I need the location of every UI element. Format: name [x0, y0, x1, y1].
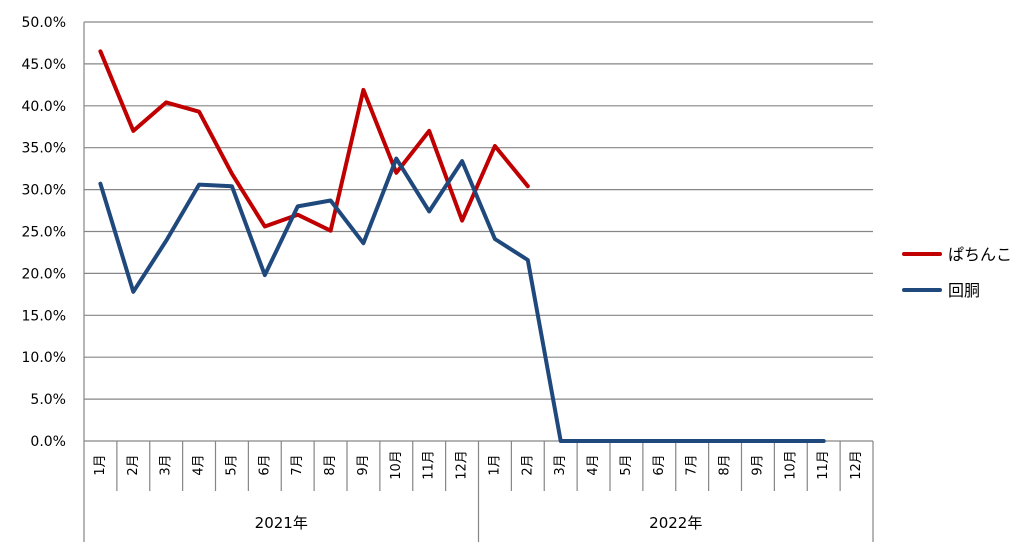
x-tick-label: 2月 — [126, 454, 141, 475]
y-tick-label: 15.0% — [22, 308, 66, 324]
x-tick-label: 3月 — [159, 454, 174, 475]
series-line — [98, 49, 530, 233]
x-tick-label: 12月 — [849, 450, 864, 480]
x-tick-label: 11月 — [422, 450, 437, 480]
x-tick-label: 7月 — [685, 454, 700, 475]
x-tick-label: 7月 — [290, 454, 305, 475]
y-tick-label: 45.0% — [22, 57, 66, 73]
x-tick-label: 6月 — [652, 454, 667, 475]
x-tick-label: 3月 — [553, 454, 568, 475]
x-tick-label: 8月 — [718, 454, 733, 475]
grid — [84, 21, 873, 442]
x-tick-label: 4月 — [192, 454, 207, 475]
x-tick-label: 4月 — [586, 454, 601, 475]
y-tick-label: 35.0% — [22, 141, 66, 157]
x-tick-label: 2月 — [520, 454, 535, 475]
x-axis: 1月 2月 3月 4月 5月 6月 7月 8月 9月 10月 11月 12月 1月 2月 3月 4月 5月 6月 7… — [83, 22, 874, 542]
legend-label: ぱちんこ — [948, 245, 1012, 264]
y-tick-label: 50.0% — [22, 15, 66, 31]
y-tick-label: 20.0% — [22, 266, 66, 282]
y-tick-label: 30.0% — [22, 183, 66, 199]
x-tick-label: 8月 — [323, 454, 338, 475]
x-tick-label: 10月 — [783, 450, 798, 480]
y-tick-label: 25.0% — [22, 225, 66, 241]
x-tick-label: 9月 — [750, 454, 765, 475]
legend-label: 回胴 — [948, 281, 980, 300]
group-label: 2021年 — [255, 514, 308, 532]
y-tick-label: 5.0% — [30, 392, 66, 408]
x-tick-label: 1月 — [93, 454, 108, 475]
x-tick-label: 6月 — [257, 454, 272, 475]
y-tick-label: 10.0% — [22, 350, 66, 366]
y-axis-ticks: 0.0% 5.0% 10.0% 15.0% 20.0% 25.0% 30.0% 35.0% 40… — [22, 15, 66, 450]
group-label: 2022年 — [649, 514, 702, 532]
x-tick-label: 5月 — [224, 454, 239, 475]
series-lines — [98, 49, 826, 443]
series-line — [98, 156, 826, 443]
x-tick-label: 12月 — [455, 450, 470, 480]
x-tick-label: 10月 — [389, 450, 404, 480]
x-tick-label: 1月 — [487, 454, 502, 475]
y-tick-label: 40.0% — [22, 99, 66, 115]
x-tick-label: 5月 — [619, 454, 634, 475]
x-tick-label: 9月 — [356, 454, 371, 475]
y-tick-label: 0.0% — [30, 434, 66, 450]
x-tick-label: 11月 — [816, 450, 831, 480]
